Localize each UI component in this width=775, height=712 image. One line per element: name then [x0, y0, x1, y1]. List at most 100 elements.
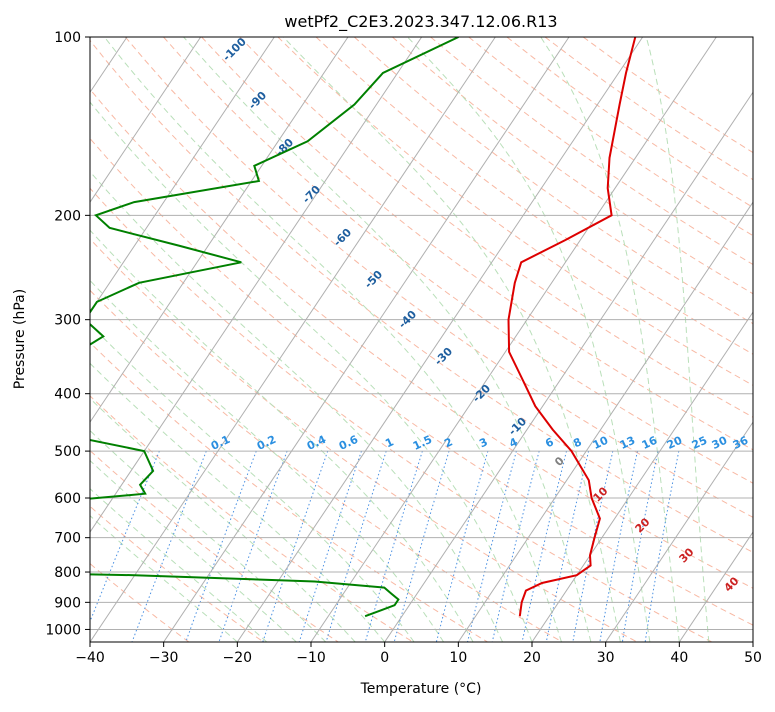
dry-adiabat-line	[0, 37, 637, 642]
dry-adiabat-label: -10	[506, 415, 529, 438]
mixing-ratio-label: 10	[591, 434, 611, 452]
dry-adiabat-label: -50	[362, 268, 385, 291]
mixing-ratio-line	[522, 451, 566, 642]
background-lines	[0, 37, 775, 642]
isotherm-gridline	[0, 37, 348, 642]
x-tick-label: −10	[296, 650, 326, 666]
dry-adiabat-line	[316, 37, 775, 642]
mixing-ratio-line	[645, 451, 679, 642]
y-tick-label: 900	[54, 595, 81, 611]
y-tick-label: 500	[54, 444, 81, 460]
dry-adiabat-label: -30	[432, 345, 455, 368]
x-tick-label: −20	[223, 650, 253, 666]
y-tick-label: 200	[54, 208, 81, 224]
mixing-ratio-label: 0.2	[255, 433, 278, 453]
mixing-ratio-line	[600, 451, 638, 642]
y-tick-label: 800	[54, 565, 81, 581]
mixing-ratio-label: 13	[618, 434, 637, 452]
dry-adiabat-line	[0, 37, 712, 642]
isotherm-gridline	[90, 37, 495, 642]
moist-adiabat-line	[0, 37, 502, 642]
y-tick-label: 300	[54, 313, 81, 329]
mixing-ratio-label: 2	[442, 435, 454, 450]
dry-adiabat-label: 30	[677, 545, 697, 565]
mixing-ratio-line	[492, 451, 539, 642]
x-tick-label: 20	[523, 650, 541, 666]
mixing-ratio-label: 8	[571, 435, 583, 450]
dry-adiabat-line	[240, 37, 775, 642]
moist-adiabat-line	[408, 37, 650, 642]
dry-adiabat-line	[0, 37, 413, 642]
temperature-line	[509, 37, 636, 616]
y-axis-label: Pressure (hPa)	[12, 289, 28, 389]
mixing-ratio-label: 0.4	[305, 433, 328, 453]
x-tick-label: 50	[744, 650, 762, 666]
moist-adiabat-line	[104, 37, 561, 642]
mixing-ratio-label: 30	[710, 434, 730, 452]
y-tick-label: 100	[54, 30, 81, 46]
mixing-ratio-line	[394, 451, 449, 642]
mixing-ratio-label: 25	[690, 434, 709, 452]
mixing-ratio-line	[436, 451, 488, 642]
mixing-ratio-label: 1	[383, 435, 395, 450]
x-tick-label: −30	[149, 650, 179, 666]
isotherm-gridline	[0, 37, 201, 642]
dry-adiabat-line	[0, 37, 562, 642]
moist-adiabat-line	[0, 94, 385, 642]
dry-adiabat-line	[11, 37, 775, 642]
dry-adiabat-label: -100	[220, 35, 249, 64]
moist-adiabat-line	[0, 133, 326, 642]
mixing-ratio-line	[326, 451, 386, 642]
dry-adiabat-label: -60	[331, 226, 354, 249]
dry-adiabat-label: -70	[300, 183, 323, 206]
y-tick-label: 1000	[45, 622, 81, 638]
mixing-ratio-line	[82, 451, 160, 642]
isotherm-gridline	[753, 37, 775, 642]
dry-adiabat-line	[0, 37, 488, 642]
dry-adiabat-label: -40	[396, 308, 419, 331]
dry-adiabat-line	[392, 37, 775, 642]
moist-adiabat-line	[0, 181, 237, 642]
moist-adiabat-line	[184, 37, 591, 642]
isotherm-gridline	[532, 37, 775, 642]
isotherm-gridline	[311, 37, 716, 642]
moist-adiabat-line	[0, 114, 355, 642]
mixing-ratio-label: 0.6	[337, 433, 360, 453]
grid-lines	[0, 37, 775, 642]
y-axis-ticks: 100 200 300 400 500 600 700 800 900 1000	[45, 30, 90, 638]
dry-adiabat-line	[0, 37, 189, 642]
plot-frame	[90, 37, 753, 642]
x-tick-label: 0	[380, 650, 389, 666]
moist-adiabat-line	[0, 37, 444, 642]
x-tick-label: 10	[449, 650, 467, 666]
moist-adiabat-line	[0, 166, 267, 642]
x-axis-label: Temperature (°C)	[360, 681, 482, 697]
y-tick-label: 400	[54, 387, 81, 403]
moist-adiabat-line	[541, 37, 680, 642]
dry-adiabat-line	[583, 37, 775, 642]
dry-adiabat-label: 40	[722, 574, 742, 594]
dry-adiabat-label: -20	[470, 382, 493, 405]
mixing-ratio-label: 36	[731, 434, 751, 452]
x-tick-label: −40	[75, 650, 105, 666]
dry-adiabat-line	[125, 37, 775, 642]
x-tick-label: 40	[670, 650, 688, 666]
isotherm-gridline	[0, 37, 274, 642]
y-tick-label: 600	[54, 491, 81, 507]
dry-adiabat-line	[431, 37, 775, 642]
moist-adiabat-line	[41, 37, 533, 642]
mixing-ratio-line	[468, 451, 517, 642]
mixing-ratio-label: 20	[665, 434, 685, 452]
sounding-series	[0, 37, 635, 616]
y-tick-label: 700	[54, 531, 81, 547]
dry-adiabat-line	[278, 37, 775, 642]
moist-adiabat-line	[0, 150, 296, 642]
mixing-ratio-line	[219, 451, 287, 642]
dry-adiabat-line	[354, 37, 775, 642]
isotherm-gridline	[237, 37, 642, 642]
isotherm-gridline	[16, 37, 421, 642]
